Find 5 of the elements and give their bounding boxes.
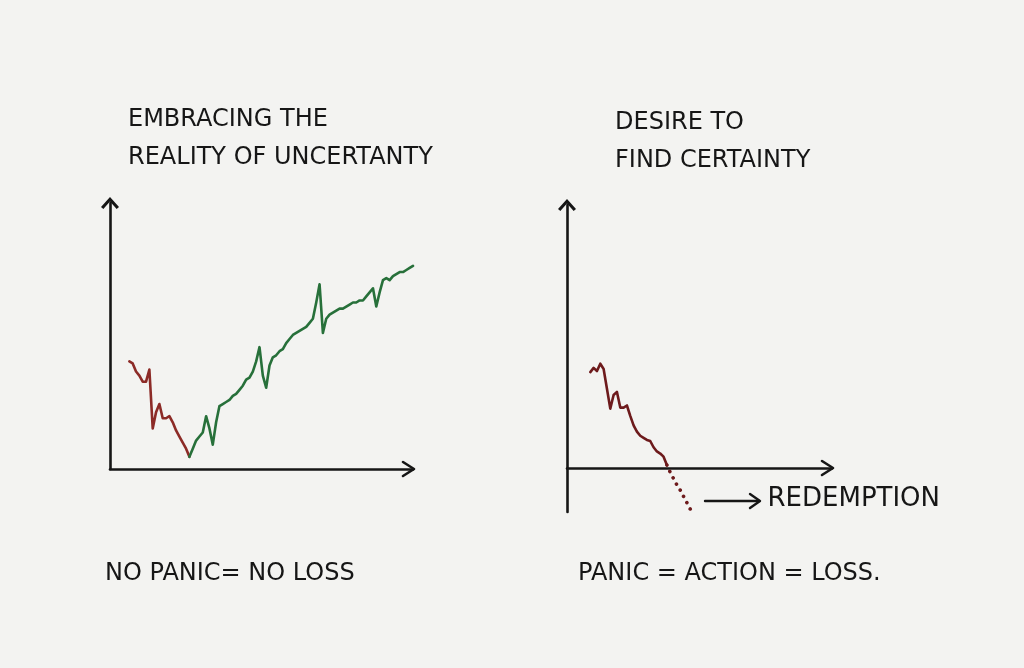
- text: PANIC = ACTION = LOSS.: [578, 558, 881, 586]
- text: NO PANIC= NO LOSS: [105, 558, 355, 586]
- chart-title: EMBRACING THE REALITY OF UNCERTANTY: [128, 104, 434, 170]
- text: REDEMPTION: [767, 482, 941, 512]
- chart-title: DESIRE TO FIND CERTAINTY: [615, 107, 811, 173]
